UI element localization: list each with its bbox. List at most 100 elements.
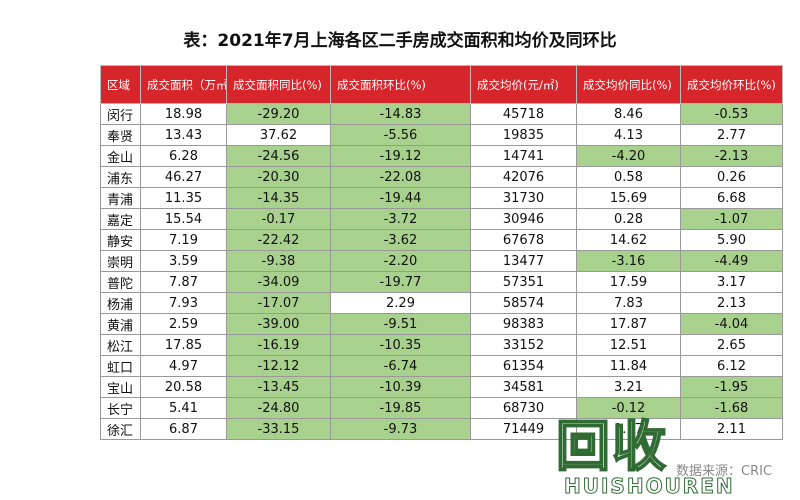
- value-cell: 4.97: [140, 355, 227, 377]
- value-cell: -3.16: [576, 250, 681, 272]
- table-row: 普陀 7.87 -34.09 -19.77 57351 17.59 3.17: [100, 271, 783, 293]
- table-row: 松江 17.85 -16.19 -10.35 33152 12.51 2.65: [100, 334, 783, 356]
- table-body: 闵行 18.98 -29.20 -14.83 45718 8.46 -0.53 奉贤 13.43…: [100, 103, 783, 440]
- header-cell: 成交均价(元/㎡): [470, 65, 577, 104]
- value-cell: 3.17: [680, 271, 783, 293]
- header-cell: 成交面积同比(%): [226, 65, 331, 104]
- value-cell: -24.80: [226, 397, 331, 419]
- value-cell: 2.13: [680, 292, 783, 314]
- table-row: 虹口 4.97 -12.12 -6.74 61354 11.84 6.12: [100, 355, 783, 377]
- value-cell: 14.62: [576, 229, 681, 251]
- value-cell: -4.04: [680, 313, 783, 335]
- value-cell: -12.12: [226, 355, 331, 377]
- value-cell: -14.35: [226, 187, 331, 209]
- value-cell: 6.28: [140, 145, 227, 167]
- value-cell: 42076: [470, 166, 577, 188]
- value-cell: 11.35: [140, 187, 227, 209]
- value-cell: 20.58: [140, 376, 227, 398]
- value-cell: 7.87: [140, 271, 227, 293]
- value-cell: 2.11: [680, 418, 783, 440]
- value-cell: -24.56: [226, 145, 331, 167]
- region-cell: 普陀: [100, 271, 141, 293]
- watermark-text: HUISHOUREN: [564, 474, 735, 499]
- value-cell: 4.13: [576, 124, 681, 146]
- value-cell: -6.74: [330, 355, 471, 377]
- region-cell: 崇明: [100, 250, 141, 272]
- value-cell: 30946: [470, 208, 577, 230]
- value-cell: 5.90: [680, 229, 783, 251]
- region-cell: 虹口: [100, 355, 141, 377]
- region-cell: 静安: [100, 229, 141, 251]
- value-cell: 0.28: [576, 208, 681, 230]
- value-cell: 7.83: [576, 292, 681, 314]
- value-cell: 2.29: [330, 292, 471, 314]
- value-cell: -10.35: [330, 334, 471, 356]
- value-cell: -19.77: [330, 271, 471, 293]
- value-cell: 31730: [470, 187, 577, 209]
- value-cell: 8.46: [576, 103, 681, 125]
- value-cell: 33152: [470, 334, 577, 356]
- value-cell: 2.65: [680, 334, 783, 356]
- value-cell: 6.12: [680, 355, 783, 377]
- value-cell: -16.19: [226, 334, 331, 356]
- value-cell: 17.59: [576, 271, 681, 293]
- value-cell: -3.62: [330, 229, 471, 251]
- value-cell: 13477: [470, 250, 577, 272]
- table-row: 金山 6.28 -24.56 -19.12 14741 -4.20 -2.13: [100, 145, 783, 167]
- value-cell: -10.39: [330, 376, 471, 398]
- header-row: 区域成交面积（万㎡）成交面积同比(%)成交面积环比(%)成交均价(元/㎡)成交均…: [100, 65, 783, 104]
- region-cell: 黄浦: [100, 313, 141, 335]
- value-cell: -1.68: [680, 397, 783, 419]
- region-cell: 杨浦: [100, 292, 141, 314]
- header-cell: 区域: [100, 65, 141, 104]
- region-cell: 金山: [100, 145, 141, 167]
- value-cell: -22.08: [330, 166, 471, 188]
- value-cell: 3.59: [140, 250, 227, 272]
- region-cell: 青浦: [100, 187, 141, 209]
- value-cell: 0.58: [576, 166, 681, 188]
- value-cell: -2.13: [680, 145, 783, 167]
- value-cell: -4.49: [680, 250, 783, 272]
- value-cell: 67678: [470, 229, 577, 251]
- value-cell: 5.41: [140, 397, 227, 419]
- table-row: 崇明 3.59 -9.38 -2.20 13477 -3.16 -4.49: [100, 250, 783, 272]
- value-cell: -33.15: [226, 418, 331, 440]
- value-cell: 12.51: [576, 334, 681, 356]
- value-cell: -13.45: [226, 376, 331, 398]
- header-cell: 成交面积（万㎡）: [140, 65, 227, 104]
- header-cell: 成交均价同比(%): [576, 65, 681, 104]
- value-cell: -22.42: [226, 229, 331, 251]
- header-cell: 成交均价环比(%): [680, 65, 783, 104]
- value-cell: 61354: [470, 355, 577, 377]
- region-cell: 宝山: [100, 376, 141, 398]
- region-cell: 徐汇: [100, 418, 141, 440]
- value-cell: 0.26: [680, 166, 783, 188]
- table-row: 嘉定 15.54 -0.17 -3.72 30946 0.28 -1.07: [100, 208, 783, 230]
- table-row: 浦东 46.27 -20.30 -22.08 42076 0.58 0.26: [100, 166, 783, 188]
- value-cell: -34.09: [226, 271, 331, 293]
- value-cell: -17.07: [226, 292, 331, 314]
- value-cell: -19.12: [330, 145, 471, 167]
- value-cell: -1.07: [680, 208, 783, 230]
- table-row: 奉贤 13.43 37.62 -5.56 19835 4.13 2.77: [100, 124, 783, 146]
- value-cell: -19.44: [330, 187, 471, 209]
- value-cell: 98383: [470, 313, 577, 335]
- value-cell: -14.83: [330, 103, 471, 125]
- region-cell: 松江: [100, 334, 141, 356]
- value-cell: -4.20: [576, 145, 681, 167]
- table-row: 青浦 11.35 -14.35 -19.44 31730 15.69 6.68: [100, 187, 783, 209]
- table-row: 徐汇 6.87 -33.15 -9.73 71449 1.17 2.11: [100, 418, 783, 440]
- value-cell: 3.21: [576, 376, 681, 398]
- value-cell: 46.27: [140, 166, 227, 188]
- table-row: 宝山 20.58 -13.45 -10.39 34581 3.21 -1.95: [100, 376, 783, 398]
- value-cell: 2.59: [140, 313, 227, 335]
- value-cell: 15.54: [140, 208, 227, 230]
- value-cell: 37.62: [226, 124, 331, 146]
- title: 表：2021年7月上海各区二手房成交面积和均价及同环比: [183, 31, 617, 51]
- region-cell: 长宁: [100, 397, 141, 419]
- value-cell: 58574: [470, 292, 577, 314]
- value-cell: -5.56: [330, 124, 471, 146]
- value-cell: 7.19: [140, 229, 227, 251]
- value-cell: 2.77: [680, 124, 783, 146]
